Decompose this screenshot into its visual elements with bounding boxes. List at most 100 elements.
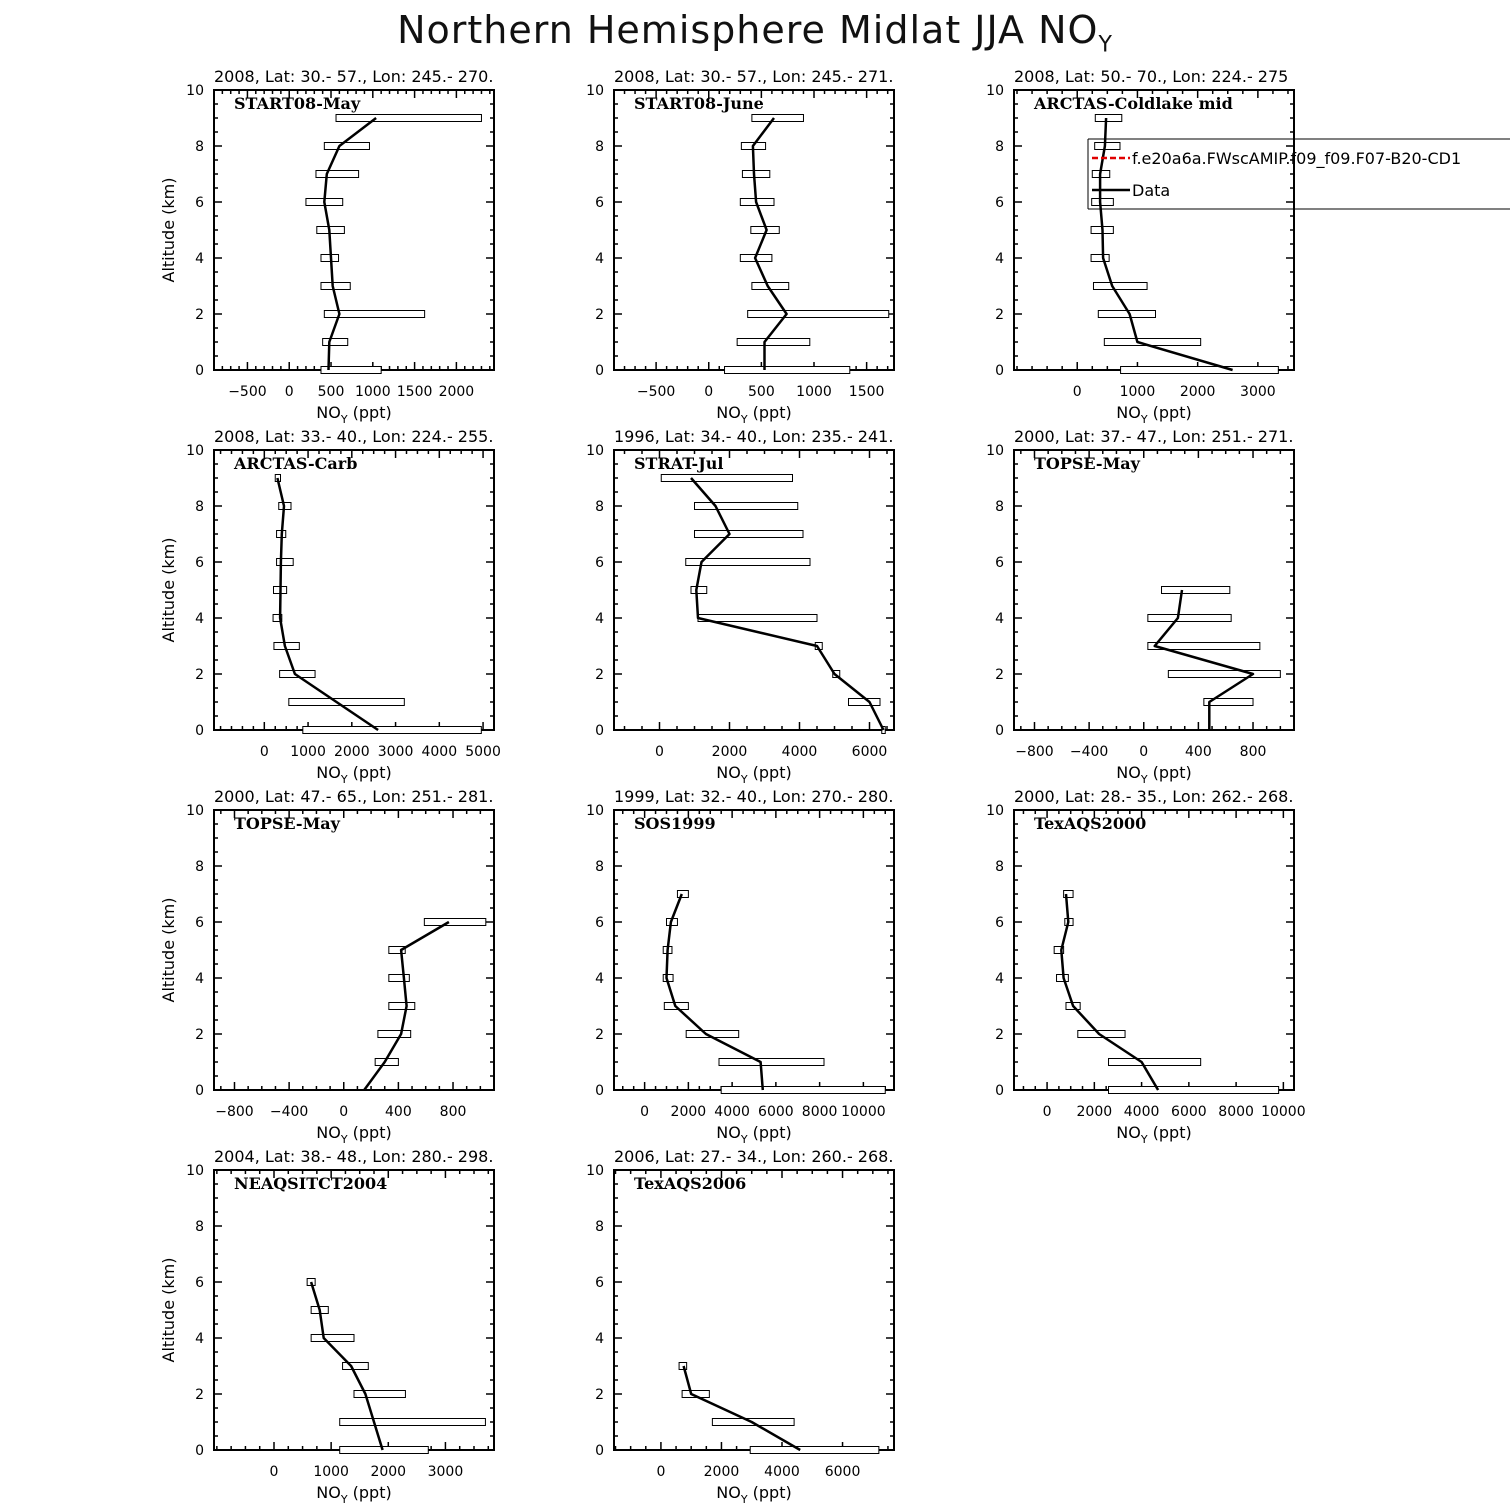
x-axis-label-unit: (ppt) (1148, 403, 1192, 422)
y-tick-label: 4 (195, 611, 204, 627)
y-tick-label: 2 (195, 667, 204, 683)
x-tick-label: 0 (704, 384, 713, 400)
panel-header: 1999, Lat: 32.- 40., Lon: 270.- 280. (614, 787, 893, 806)
panel-header: 2000, Lat: 37.- 47., Lon: 251.- 271. (1014, 427, 1293, 446)
range-bar (1167, 670, 1281, 678)
range-bar (388, 946, 406, 954)
legend-model-label: f.e20a6a.FWscAMIP.f09_f09.F07-B20-CD1 (1132, 149, 1461, 169)
x-axis-label: NOY (ppt) (716, 763, 791, 786)
x-axis-label: NOY (ppt) (1116, 1123, 1191, 1146)
y-tick-label: 10 (586, 83, 604, 99)
y-tick-label: 4 (595, 1331, 604, 1347)
y-tick-label: 0 (195, 1083, 204, 1099)
panel-4: 2008, Lat: 33.- 40., Lon: 224.- 255. ARCT… (159, 427, 501, 786)
x-tick-label: 0 (1139, 744, 1148, 760)
y-tick-label: 0 (595, 1083, 604, 1099)
profile-line (690, 477, 885, 731)
x-tick-label: 1000 (1120, 384, 1156, 400)
range-bar (1120, 366, 1279, 374)
range-bar (697, 614, 818, 622)
range-bar (1203, 698, 1254, 706)
y-tick-label: 4 (595, 971, 604, 987)
panel-header: 2004, Lat: 38.- 48., Lon: 280.- 298. (214, 1147, 493, 1166)
y-tick-label: 8 (595, 859, 604, 875)
range-bar (1108, 1086, 1280, 1094)
x-tick-label: 0 (260, 744, 269, 760)
x-axis-label-unit: (ppt) (748, 1123, 792, 1142)
y-axis-label: Altitude (km) (159, 1258, 178, 1363)
y-tick-label: 2 (995, 1027, 1004, 1043)
y-tick-label: 10 (986, 803, 1004, 819)
range-bar (1077, 1030, 1126, 1038)
x-tick-label: 1500 (397, 384, 433, 400)
panel-header: 2008, Lat: 30.- 57., Lon: 245.- 271. (614, 67, 893, 86)
y-tick-label: 6 (995, 195, 1004, 211)
y-axis-label: Altitude (km) (159, 538, 178, 643)
y-tick-label: 2 (195, 1027, 204, 1043)
range-bar (302, 726, 482, 734)
x-tick-label: 10000 (1261, 1104, 1306, 1120)
range-bar (320, 282, 351, 290)
panel-10: 2004, Lat: 38.- 48., Lon: 280.- 298. NEAQ… (159, 1147, 495, 1506)
y-tick-label: 10 (586, 1163, 604, 1179)
y-tick-label: 10 (186, 1163, 204, 1179)
range-bar (388, 1002, 416, 1010)
profile-line (1098, 117, 1233, 372)
x-tick-label: 500 (318, 384, 345, 400)
x-tick-label: 4000 (782, 744, 818, 760)
x-axis-label: NOY (ppt) (316, 1123, 391, 1146)
x-tick-label: 2000 (370, 1464, 406, 1480)
plot-frame (1013, 449, 1295, 731)
plot-frame (613, 809, 895, 1091)
x-tick-label: −800 (215, 1104, 253, 1120)
campaign-label: TexAQS2006 (634, 1174, 746, 1193)
x-tick-label: 2000 (1180, 384, 1216, 400)
y-tick-label: 0 (195, 723, 204, 739)
range-bar (1090, 254, 1110, 262)
profile-line (665, 893, 765, 1091)
x-tick-label: 0 (1073, 384, 1082, 400)
range-bar (1053, 946, 1065, 954)
range-bar (660, 474, 793, 482)
x-axis-label-main: NO (316, 1483, 341, 1502)
x-tick-label: −500 (637, 384, 675, 400)
range-bar (335, 114, 482, 122)
range-bar (741, 170, 771, 178)
campaign-label: NEAQSITCT2004 (234, 1174, 387, 1193)
range-bar (1091, 198, 1114, 206)
campaign-label: TOPSE-May (1034, 454, 1141, 473)
x-axis-label: NOY (ppt) (316, 403, 391, 426)
x-tick-label: 10000 (841, 1104, 886, 1120)
panel-header: 2008, Lat: 30.- 57., Lon: 245.- 270. (214, 67, 493, 86)
x-tick-label: −400 (1070, 744, 1108, 760)
y-tick-label: 2 (595, 667, 604, 683)
x-tick-label: 500 (748, 384, 775, 400)
y-axis-label: Altitude (km) (159, 898, 178, 1003)
y-tick-label: 6 (195, 915, 204, 931)
x-axis-label-sub: Y (1140, 773, 1148, 786)
panel-5: 1996, Lat: 34.- 40., Lon: 235.- 241. STRA… (586, 427, 895, 786)
range-bar (1103, 338, 1202, 346)
x-axis-label-sub: Y (740, 1493, 748, 1506)
y-tick-label: 10 (186, 803, 204, 819)
x-axis-label: NOY (ppt) (1116, 403, 1191, 426)
plot-frame (1013, 89, 1295, 371)
range-bar (681, 1390, 710, 1398)
y-tick-label: 8 (195, 139, 204, 155)
y-tick-label: 4 (995, 611, 1004, 627)
range-bar (685, 558, 811, 566)
campaign-label: SOS1999 (634, 814, 716, 833)
x-axis-label-main: NO (716, 763, 741, 782)
x-axis-label: NOY (ppt) (316, 1483, 391, 1506)
figure-title: Northern Hemisphere Midlat JJA NOY (0, 8, 1510, 58)
x-tick-label: 1500 (849, 384, 885, 400)
y-tick-label: 4 (995, 971, 1004, 987)
y-tick-label: 8 (995, 859, 1004, 875)
y-tick-label: 4 (595, 611, 604, 627)
y-tick-label: 6 (595, 195, 604, 211)
y-tick-label: 0 (995, 723, 1004, 739)
x-axis-label-sub: Y (340, 1493, 348, 1506)
y-tick-label: 2 (595, 1027, 604, 1043)
campaign-label: TexAQS2000 (1034, 814, 1146, 833)
range-bar (1094, 114, 1123, 122)
